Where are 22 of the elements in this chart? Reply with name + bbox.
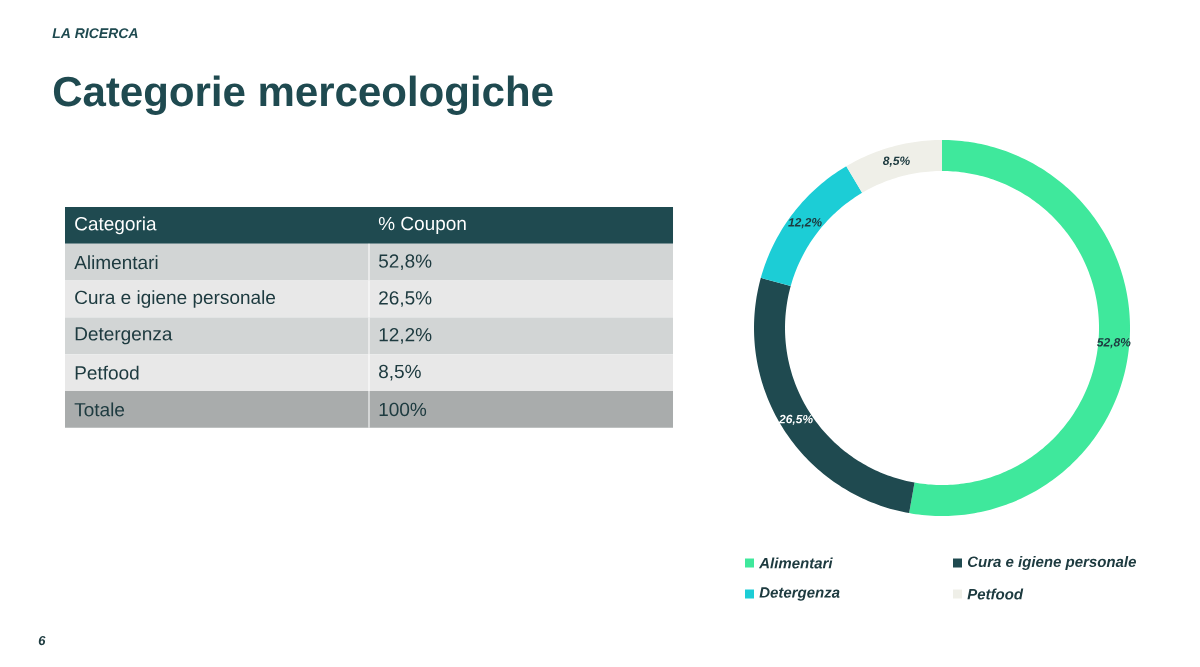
text: Categorie merceologiche bbox=[53, 75, 553, 115]
data-label: 8,5% bbox=[882, 156, 910, 167]
text: % Coupon bbox=[378, 216, 466, 234]
text: 12,2% bbox=[379, 327, 432, 344]
text: 100% bbox=[379, 402, 427, 417]
text: 6 bbox=[38, 635, 46, 646]
text: 52,8% bbox=[378, 254, 432, 271]
category-label: Cura e igiene personale bbox=[75, 290, 276, 308]
text: 8,5% bbox=[379, 364, 421, 381]
category-label: Detergenza bbox=[75, 327, 173, 345]
legend-label: Petfood bbox=[967, 588, 1024, 600]
text: 26,5% bbox=[379, 291, 432, 307]
text: LA RICERCA bbox=[52, 28, 138, 39]
text: Categoria bbox=[75, 216, 157, 235]
data-label: 12,2% bbox=[788, 218, 822, 229]
legend-label: Detergenza bbox=[759, 587, 840, 601]
data-label: 26,5% bbox=[778, 414, 813, 426]
legend-label: Alimentari bbox=[758, 557, 833, 569]
category-label: Alimentari bbox=[74, 255, 158, 270]
text: Totale bbox=[74, 402, 125, 417]
category-label: Petfood bbox=[75, 365, 139, 380]
legend-label: Cura e igiene personale bbox=[967, 556, 1137, 570]
